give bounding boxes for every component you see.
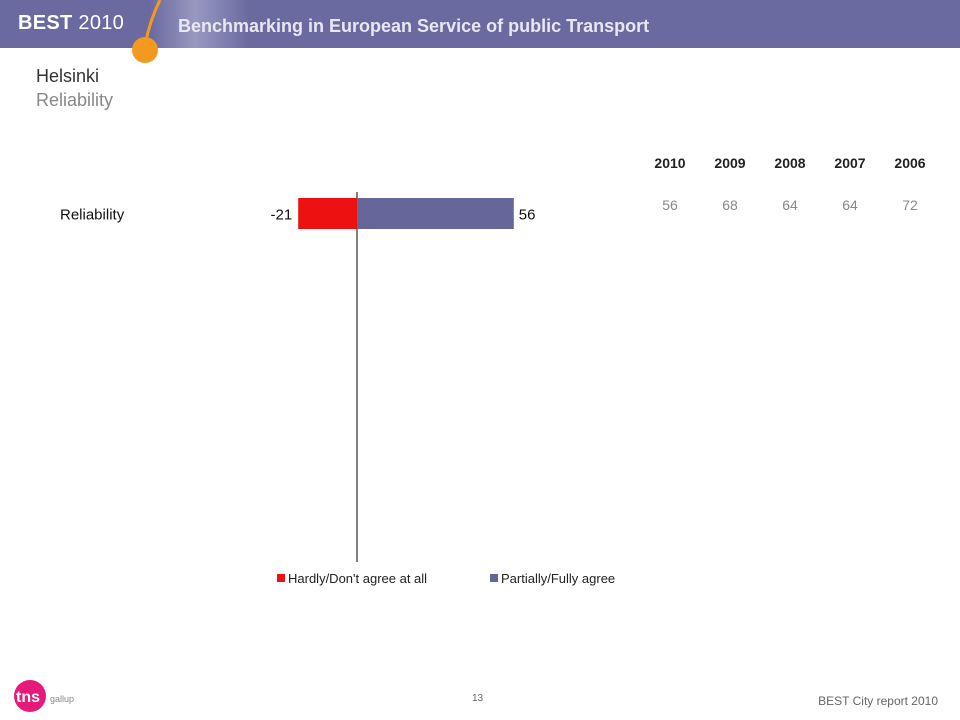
year-value: 72 [902,197,918,213]
year-value: 64 [782,197,798,213]
header-photo-strip [150,0,250,48]
category-label: Reliability [60,207,125,224]
year-value: 56 [662,197,678,213]
data-label-negative: -21 [271,207,293,224]
svg-text:gallup: gallup [50,694,74,704]
data-label-positive: 56 [519,207,536,224]
legend-label-positive: Partially/Fully agree [501,571,615,586]
header-bar: BEST 2010 Benchmarking in European Servi… [0,0,960,48]
year-label: 2007 [834,155,866,171]
brand-logo: BEST 2010 [18,12,124,35]
tns-gallup-logo: tns gallup [14,680,74,712]
legend-swatch-negative [277,574,285,582]
brand-year: 2010 [78,12,125,34]
header-title: Benchmarking in European Service of publ… [178,16,650,36]
brand-name: BEST [18,12,73,34]
bar-positive [357,198,514,229]
header-orange-accent [132,0,162,63]
year-value-row: 56 68 64 64 72 [640,171,940,213]
year-label: 2008 [774,155,806,171]
page-number: 13 [472,693,484,704]
diverging-bar-chart: Reliability -21 56 Hardly/Don't agree at al… [60,192,615,586]
legend-label-negative: Hardly/Don't agree at all [288,571,427,586]
page-city-title: Helsinki [36,66,100,86]
legend-swatch-positive [490,574,498,582]
year-value: 64 [842,197,858,213]
year-label: 2009 [714,155,746,171]
year-label: 2010 [654,155,686,171]
year-comparison-table: 2010 2009 2008 2007 2006 56 68 64 64 72 [640,155,940,213]
bar-negative [298,198,357,229]
svg-text:tns: tns [16,689,40,706]
year-header-row: 2010 2009 2008 2007 2006 [640,155,940,171]
year-value: 68 [722,197,738,213]
report-name: BEST City report 2010 [818,694,938,708]
page-subject-title: Reliability [36,90,114,110]
year-label: 2006 [894,155,926,171]
